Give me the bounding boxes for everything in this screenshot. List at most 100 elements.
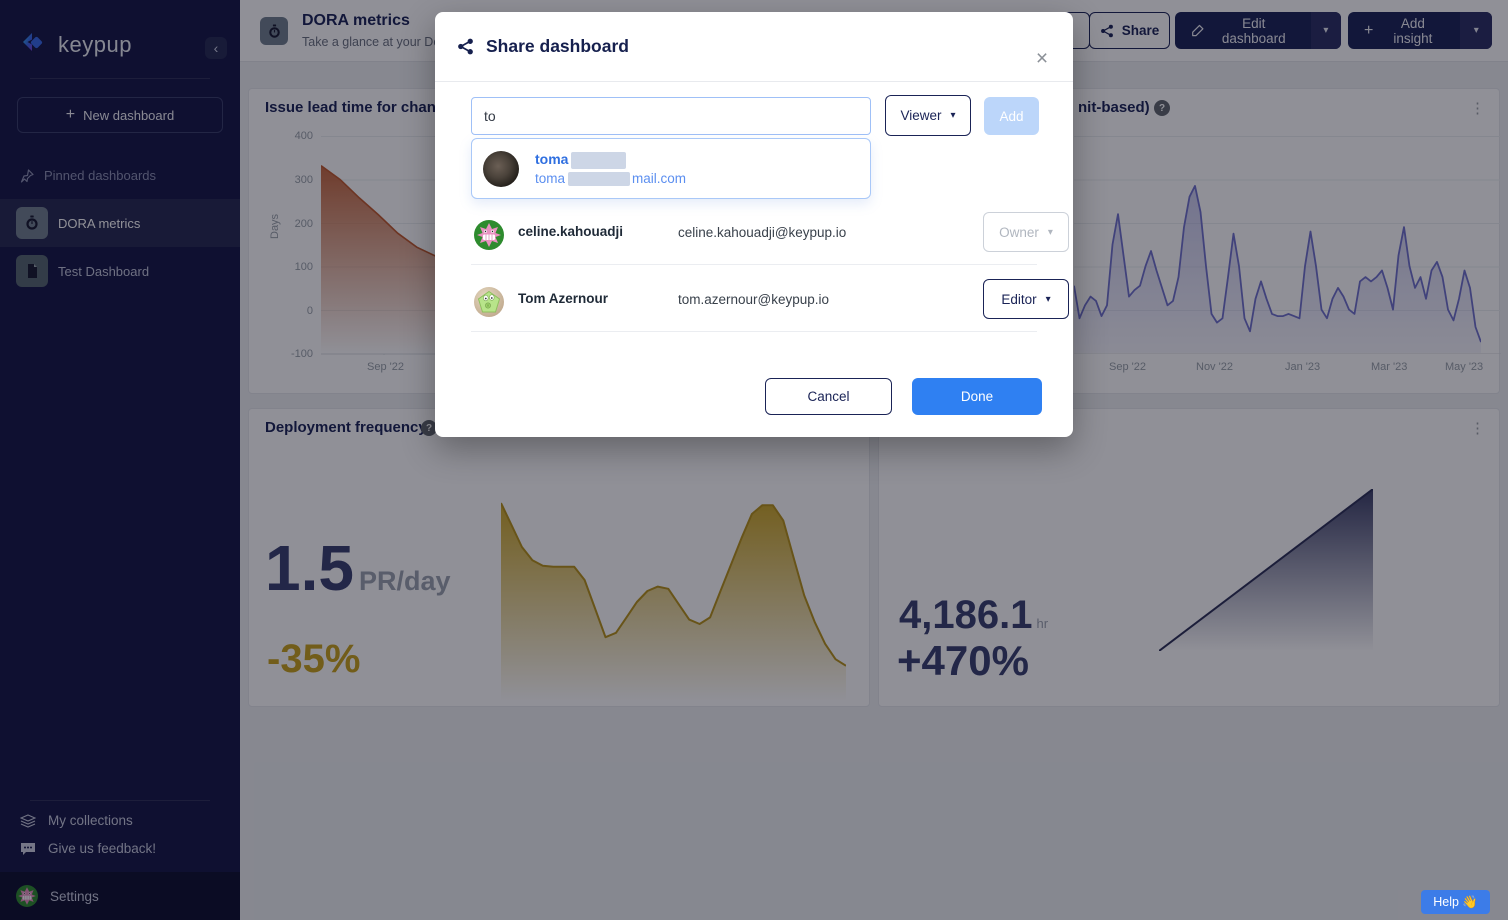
x-tick: May '23 (1445, 361, 1484, 373)
card-menu-icon[interactable]: ⋮ (1470, 100, 1485, 117)
chevron-down-icon: ▾ (950, 110, 956, 121)
redacted-text (568, 172, 631, 187)
cancel-button[interactable]: Cancel (765, 378, 892, 415)
member-role-select-disabled: Owner ▾ (983, 212, 1069, 252)
page-subtitle: Take a glance at your De (302, 35, 441, 49)
row-divider (471, 331, 1037, 332)
user-suggestion-item[interactable]: toma toma mail.com (471, 138, 871, 199)
card-deployment-frequency: Deployment frequency ? 1.5 PR/day -35% (248, 408, 870, 707)
share-search-input[interactable] (471, 97, 871, 135)
kpi-value: 1.5 (265, 532, 354, 604)
area-chart-issue-lead-time (321, 164, 436, 354)
kpi-unit: PR/day (358, 566, 451, 596)
chevron-left-icon: ‹ (213, 40, 219, 56)
member-avatar (474, 220, 504, 250)
share-dashboard-modal: Share dashboard × Viewer ▾ Add toma toma… (435, 12, 1073, 437)
kpi-value-row: 1.5 PR/day (265, 531, 451, 605)
sidebar-item-label: DORA metrics (58, 215, 141, 231)
done-button[interactable]: Done (912, 378, 1042, 415)
member-row-tom: Tom Azernour tom.azernour@keypup.io Edit… (471, 272, 1069, 332)
keypup-logo-icon (23, 33, 43, 51)
card-time-metric: ⋮ 4,186.1 hr +470% (878, 408, 1500, 707)
modal-title: Share dashboard (486, 36, 629, 56)
sidebar-item-label: Test Dashboard (58, 263, 150, 279)
edit-dashboard-label: Edit dashboard (1221, 15, 1286, 46)
y-tick: 200 (294, 218, 313, 230)
share-label: Share (1121, 23, 1160, 38)
share-icon (1100, 24, 1113, 37)
help-icon[interactable]: ? (1154, 100, 1170, 116)
member-role-select[interactable]: Editor ▾ (983, 279, 1069, 319)
card-menu-icon[interactable]: ⋮ (1470, 420, 1485, 437)
edit-pencil-icon (1192, 24, 1204, 37)
kpi-value-row: 4,186.1 hr (899, 593, 1048, 638)
dashboard-stopwatch-icon (260, 17, 288, 45)
chevron-down-icon: ▾ (1045, 293, 1051, 305)
add-insight-label: Add insight (1393, 15, 1433, 46)
y-tick: 300 (294, 174, 313, 186)
suggestion-avatar (483, 150, 519, 187)
edit-dashboard-caret[interactable]: ▾ (1310, 12, 1341, 49)
sidebar: keypup ‹ + New dashboard Pinned dashboar… (0, 0, 240, 920)
x-tick: Mar '23 (1371, 361, 1408, 373)
close-icon[interactable]: × (1035, 47, 1049, 70)
page-title: DORA metrics (302, 12, 410, 29)
row-divider (471, 264, 1037, 265)
sidebar-divider-bottom (30, 800, 210, 801)
help-icon[interactable]: ? (421, 420, 437, 436)
chart-title: Issue lead time for change (265, 99, 454, 116)
kpi-value: 4,186.1 (899, 593, 1033, 637)
new-dashboard-label: New dashboard (83, 107, 175, 123)
role-select-value: Viewer (900, 108, 942, 123)
chat-bubble-icon (21, 842, 35, 855)
add-button[interactable]: Add (984, 97, 1039, 135)
pin-icon (20, 168, 34, 183)
chevron-down-icon: ▾ (1323, 25, 1329, 36)
help-button[interactable]: Help 👋 (1421, 890, 1490, 914)
suggestion-email: toma mail.com (535, 170, 687, 187)
share-icon (458, 38, 473, 55)
stopwatch-icon (16, 207, 48, 239)
redacted-text (571, 151, 627, 169)
area-chart-deployment-frequency (501, 502, 846, 701)
chart-title: Deployment frequency (265, 419, 427, 436)
role-select-viewer[interactable]: Viewer ▾ (885, 95, 971, 136)
keypup-logo[interactable]: keypup (18, 30, 132, 60)
feedback-link[interactable]: Give us feedback! (20, 841, 156, 856)
plus-icon: + (1364, 21, 1374, 39)
my-collections-link[interactable]: My collections (20, 813, 133, 828)
my-collections-label: My collections (48, 813, 133, 828)
add-insight-caret[interactable]: ▾ (1460, 12, 1492, 49)
pinned-dashboards-label: Pinned dashboards (44, 168, 157, 183)
x-tick: Nov '22 (1196, 361, 1233, 373)
sidebar-collapse-button[interactable]: ‹ (205, 37, 227, 59)
chart-title-fragment: nit-based) (1078, 99, 1150, 116)
member-name: celine.kahouadji (518, 224, 624, 239)
member-name: Tom Azernour (518, 291, 608, 306)
y-tick: 100 (294, 261, 313, 273)
share-button[interactable]: Share (1089, 12, 1170, 49)
kpi-unit: hr (1036, 616, 1049, 631)
user-avatar-small (16, 885, 38, 907)
sidebar-item-dora-metrics[interactable]: DORA metrics (0, 199, 240, 247)
logo-text: keypup (58, 32, 132, 57)
settings-label: Settings (50, 888, 99, 904)
layers-icon (20, 813, 36, 828)
member-row-celine: celine.kahouadji celine.kahouadji@keypup… (471, 205, 1069, 265)
edit-dashboard-button[interactable]: Edit dashboard ▾ (1175, 12, 1341, 49)
pinned-dashboards-header: Pinned dashboards (20, 168, 156, 183)
member-avatar (474, 287, 504, 317)
plus-icon: + (65, 106, 76, 123)
new-dashboard-button[interactable]: + New dashboard (17, 97, 223, 133)
chevron-down-icon: ▾ (1047, 226, 1053, 238)
chevron-down-icon: ▾ (1473, 25, 1479, 36)
y-tick: 400 (294, 130, 313, 142)
member-email: celine.kahouadji@keypup.io (678, 225, 847, 240)
area-chart-time-metric (1159, 489, 1373, 651)
add-insight-button[interactable]: + Add insight ▾ (1348, 12, 1492, 49)
member-email: tom.azernour@keypup.io (678, 292, 830, 307)
settings-button[interactable]: Settings (0, 872, 240, 920)
feedback-label: Give us feedback! (48, 841, 157, 856)
sidebar-item-test-dashboard[interactable]: Test Dashboard (0, 247, 240, 295)
